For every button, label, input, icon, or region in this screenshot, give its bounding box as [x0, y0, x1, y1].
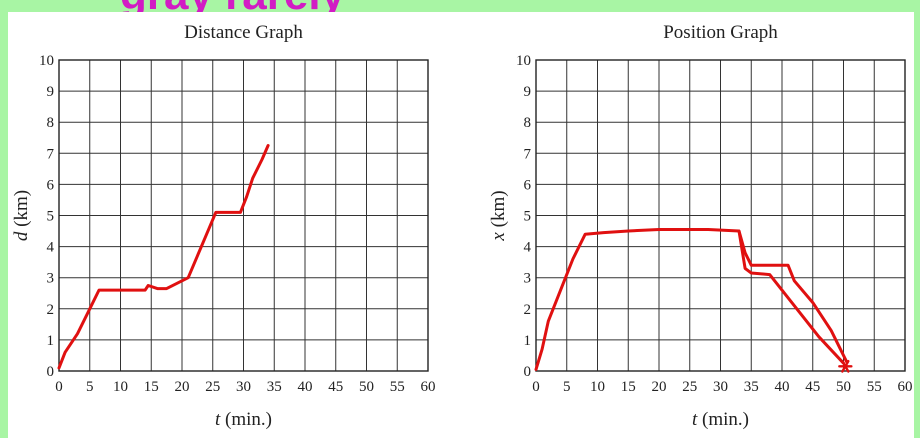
position-x-axis-label: t (min.) — [692, 409, 749, 430]
distance-x-tick-label: 50 — [359, 379, 374, 395]
position-y-tick-label: 9 — [524, 84, 532, 100]
distance-y-tick-label: 3 — [47, 271, 55, 287]
position-series-line — [737, 229, 849, 364]
position-x-tick-label: 45 — [805, 379, 820, 395]
distance-x-tick-label: 45 — [328, 379, 343, 395]
position-x-tick-label: 5 — [563, 379, 571, 395]
position-x-tick-label: 40 — [775, 379, 790, 395]
distance-x-tick-label: 30 — [236, 379, 251, 395]
position-x-tick-label: 50 — [836, 379, 851, 395]
position-y-tick-label: 6 — [524, 177, 532, 193]
distance-x-tick-label: 60 — [421, 379, 436, 395]
distance-y-tick-label: 6 — [47, 177, 55, 193]
position-plot-frame — [535, 59, 906, 372]
distance-y-tick-label: 1 — [47, 333, 55, 349]
position-chart: 0 5 10 15 20 25 30 35 40 45 50 55 60012345678910Posi… — [488, 22, 913, 430]
distance-x-tick-label: 5 — [86, 379, 94, 395]
position-y-tick-label: 1 — [524, 333, 532, 349]
position-y-tick-label: 7 — [524, 146, 532, 162]
distance-y-tick-label: 4 — [47, 240, 55, 256]
distance-x-axis-label: t (min.) — [215, 409, 272, 430]
distance-y-tick-label: 2 — [47, 302, 55, 318]
position-y-axis-label: x (km) — [488, 190, 509, 241]
distance-x-tick-label: 10 — [113, 379, 128, 395]
distance-x-tick-label: 0 — [55, 379, 63, 395]
position-y-tick-label: 0 — [524, 364, 532, 380]
distance-y-tick-label: 7 — [47, 146, 55, 162]
position-y-tick-label: 4 — [524, 240, 532, 256]
position-x-tick-label: 15 — [621, 379, 636, 395]
position-y-tick-label: 10 — [516, 53, 531, 69]
distance-y-tick-label: 0 — [47, 364, 55, 380]
position-x-tick-label: 55 — [867, 379, 882, 395]
position-x-tick-label: 30 — [713, 379, 728, 395]
position-title: Position Graph — [663, 22, 778, 43]
distance-series-line — [57, 144, 270, 370]
distance-y-tick-label: 5 — [47, 209, 55, 225]
distance-y-axis-label: d (km) — [11, 190, 32, 241]
distance-x-tick-label: 20 — [175, 379, 190, 395]
distance-x-tick-label: 25 — [205, 379, 220, 395]
position-y-tick-label: 2 — [524, 302, 532, 318]
position-x-tick-label: 60 — [898, 379, 913, 395]
distance-title: Distance Graph — [184, 22, 303, 43]
position-x-tick-label: 0 — [532, 379, 540, 395]
position-x-tick-label: 10 — [590, 379, 605, 395]
position-x-tick-label: 35 — [744, 379, 759, 395]
distance-x-tick-label: 40 — [298, 379, 313, 395]
distance-y-tick-label: 10 — [39, 53, 54, 69]
position-series-line — [534, 228, 845, 371]
position-x-tick-label: 25 — [682, 379, 697, 395]
charts-canvas: 0 5 10 15 20 25 30 35 40 45 50 55 60012345678910Dist… — [11, 22, 913, 430]
position-y-tick-label: 8 — [524, 115, 532, 131]
distance-x-tick-label: 35 — [267, 379, 282, 395]
distance-plot-frame — [58, 59, 429, 372]
distance-x-tick-label: 15 — [144, 379, 159, 395]
distance-chart: 0 5 10 15 20 25 30 35 40 45 50 55 60012345678910Dist… — [11, 22, 436, 430]
position-y-tick-label: 5 — [524, 209, 532, 225]
distance-x-tick-label: 55 — [390, 379, 405, 395]
position-y-tick-label: 3 — [524, 271, 532, 287]
position-x-tick-label: 20 — [652, 379, 667, 395]
graphs-panel: 0 5 10 15 20 25 30 35 40 45 50 55 60 0 1 2 3 4 5 6 7 8 9 10 Dist… — [8, 12, 914, 438]
distance-y-tick-label: 8 — [47, 115, 55, 131]
position-star-marker — [841, 359, 850, 373]
distance-y-tick-label: 9 — [47, 84, 55, 100]
